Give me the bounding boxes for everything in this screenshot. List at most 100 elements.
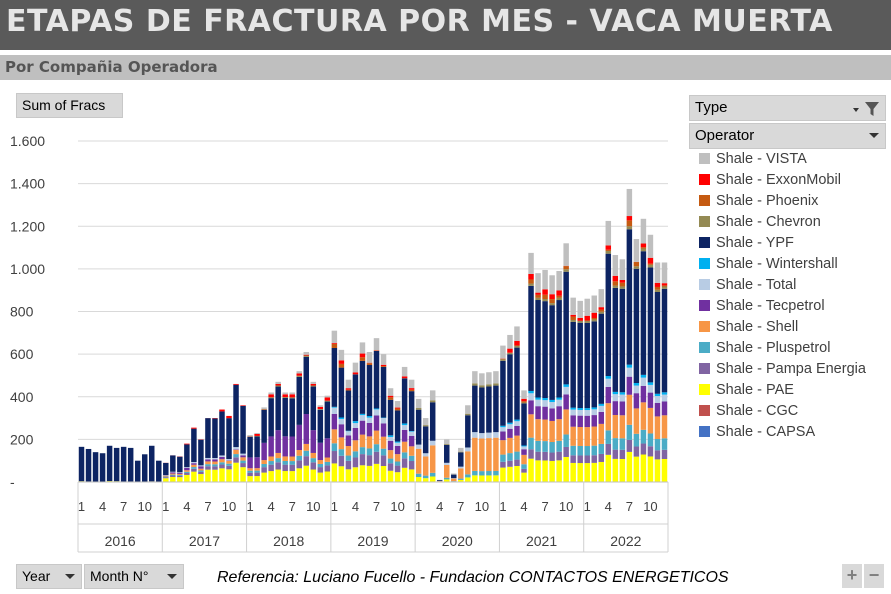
legend-swatch <box>699 279 710 290</box>
bar-segment <box>394 442 401 446</box>
bar-segment <box>619 288 626 393</box>
bar-segment <box>570 415 576 427</box>
bar-segment <box>605 220 612 246</box>
bar-segment <box>345 390 352 431</box>
bar-segment <box>549 452 555 461</box>
bar-segment <box>282 397 288 398</box>
x-tick-label: 1 <box>415 499 422 514</box>
expand-field-button[interactable]: + <box>842 564 862 588</box>
legend-swatch <box>699 237 710 248</box>
bar-segment <box>486 471 492 476</box>
bar-segment <box>191 463 197 465</box>
collapse-field-button[interactable]: − <box>864 564 884 588</box>
bar-segment <box>233 384 239 448</box>
bar-segment <box>542 406 548 420</box>
bar-segment <box>240 453 246 456</box>
bar-segment <box>640 243 647 248</box>
bar-segment <box>633 383 640 386</box>
bar-segment <box>500 358 506 360</box>
x-tick-label: 7 <box>204 499 211 514</box>
bar-segment <box>331 407 338 414</box>
bar-segment <box>163 477 169 479</box>
bar-segment <box>205 418 211 458</box>
bar-segment <box>591 455 597 463</box>
bar-segment <box>345 435 352 447</box>
year-label: 2017 <box>189 533 220 549</box>
bar-segment <box>205 464 211 467</box>
bar-segment <box>542 419 548 442</box>
y-tick-label: 1.200 <box>10 218 45 234</box>
bar-segment <box>570 455 576 463</box>
bar-segment <box>415 408 422 410</box>
bar-segment <box>366 448 373 456</box>
bar-segment <box>556 440 562 452</box>
bar-segment <box>261 472 267 482</box>
bar-segment <box>556 397 562 400</box>
bar-segment <box>310 386 317 431</box>
type-filter-button[interactable]: Type <box>689 95 886 121</box>
bar-segment <box>401 378 408 424</box>
bar-segment <box>387 399 394 436</box>
legend-swatch <box>699 363 710 374</box>
x-tick-label: 4 <box>605 499 612 514</box>
bar-segment <box>563 434 569 447</box>
bar-segment <box>373 415 380 431</box>
bar-segment <box>661 449 668 459</box>
bar-segment <box>556 451 562 461</box>
month-field-label: Month N° <box>90 568 149 584</box>
bar-segment <box>514 345 520 347</box>
bar-segment <box>120 446 127 482</box>
bar-segment <box>584 410 590 416</box>
bar-segment <box>219 456 225 460</box>
bar-segment <box>542 451 548 461</box>
bar-segment <box>289 464 295 472</box>
bar-segment <box>444 464 450 478</box>
bar-segment <box>345 460 352 470</box>
bar-segment <box>338 363 345 368</box>
bar-segment <box>591 426 597 446</box>
bar-segment <box>605 250 612 254</box>
bar-segment <box>570 321 576 408</box>
bar-segment <box>359 420 366 435</box>
bar-segment <box>626 364 633 368</box>
bar-segment <box>163 478 169 482</box>
bar-segment <box>366 416 373 418</box>
bar-segment <box>542 294 548 299</box>
operator-filter-button[interactable]: Operator <box>689 123 886 149</box>
bar-segment <box>296 455 302 461</box>
year-field-button[interactable]: Year <box>16 564 82 589</box>
bar-segment <box>275 452 281 459</box>
bar-segment <box>458 478 464 480</box>
bar-segment <box>331 330 338 344</box>
bar-segment <box>577 427 583 446</box>
bar-segment <box>240 405 246 406</box>
bar-segment <box>584 446 590 456</box>
bar-segment <box>661 285 668 287</box>
bar-segment <box>521 401 527 403</box>
bar-segment <box>570 462 576 482</box>
bar-segment <box>556 460 562 482</box>
values-field-label: Sum of Fracs <box>22 97 106 113</box>
month-field-button[interactable]: Month N° <box>84 564 184 589</box>
bar-segment <box>303 356 310 415</box>
bar-segment <box>401 366 408 377</box>
bar-segment <box>415 473 422 478</box>
values-field-button[interactable]: Sum of Fracs <box>16 93 123 118</box>
bar-segment <box>626 188 633 217</box>
bar-segment <box>612 394 619 402</box>
bar-segment <box>401 441 408 453</box>
bar-segment <box>352 451 359 458</box>
bar-segment <box>415 477 422 482</box>
bar-segment <box>261 407 267 409</box>
bar-segment <box>345 388 352 390</box>
bar-segment <box>212 418 218 459</box>
chevron-down-icon <box>167 574 177 579</box>
bar-segment <box>654 262 661 283</box>
legend-item: Shale - Pampa Energia <box>699 358 866 379</box>
bar-segment <box>521 403 527 446</box>
legend-item: Shale - Pluspetrol <box>699 337 866 358</box>
bar-segment <box>570 319 576 322</box>
bar-segment <box>296 460 302 469</box>
bar-segment <box>366 365 373 417</box>
filter-icon <box>865 102 879 116</box>
